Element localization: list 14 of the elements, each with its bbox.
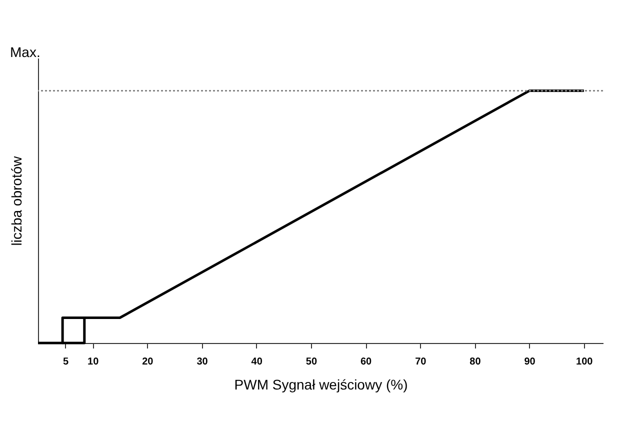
x-tick-label: 40	[251, 356, 263, 368]
x-tick-label: 10	[88, 356, 100, 368]
x-tick-label: 70	[415, 356, 427, 368]
x-tick-label: 50	[306, 356, 318, 368]
x-tick-label: 90	[524, 356, 536, 368]
x-tick-label: 20	[142, 356, 154, 368]
y-axis-title: liczba obrotów	[8, 155, 24, 246]
x-tick-label: 5	[63, 356, 70, 368]
x-tick-label: 80	[470, 356, 482, 368]
x-tick-label: 60	[360, 356, 372, 368]
x-axis-title: PWM Sygnał wejściowy (%)	[234, 376, 408, 392]
x-tick-label: 30	[196, 356, 208, 368]
x-tick-label: 100	[576, 356, 594, 368]
ref-line-label: Max.	[10, 44, 40, 60]
